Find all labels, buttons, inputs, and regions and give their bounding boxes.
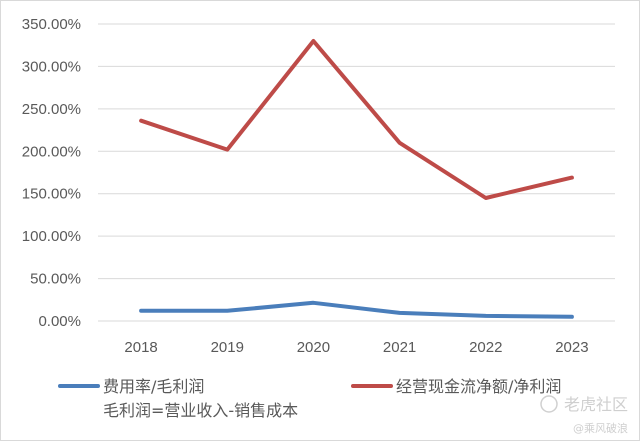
x-tick-label: 2022 [469,339,502,356]
tiger-logo-icon [540,395,558,413]
x-tick-label: 2021 [383,339,416,356]
y-tick-label: 200.00% [22,143,81,160]
watermark-handle: @乘风破浪 [573,421,628,435]
y-tick-label: 0.00% [38,313,81,330]
series-lines [139,39,574,319]
x-axis-ticks: 2018 2019 2020 2021 2022 2023 [124,339,588,356]
gridlines [98,23,615,322]
y-axis-ticks: 0.00% 50.00% 100.00% 150.00% 200.00% 250.00% 3… [22,16,81,330]
watermark: 老虎社区 @乘风破浪 [540,395,628,435]
y-tick-label: 100.00% [22,228,81,245]
annotation-gross-profit-definition: 毛利润=营业收入-销售成本 [103,401,298,420]
x-tick-label: 2023 [555,339,588,356]
y-tick-label: 150.00% [22,186,81,203]
x-tick-label: 2019 [211,339,244,356]
series-line-0 [139,300,574,319]
legend: 费用率/毛利润 经营现金流净额/净利润 毛利润=营业收入-销售成本 [58,377,561,420]
y-tick-label: 50.00% [30,271,81,288]
y-tick-label: 350.00% [22,16,81,33]
legend-label-expense-ratio: 费用率/毛利润 [103,377,204,396]
y-tick-label: 300.00% [22,58,81,75]
series-line-1 [139,39,574,200]
y-tick-label: 250.00% [22,101,81,118]
x-tick-label: 2020 [297,339,330,356]
legend-label-cashflow-ratio: 经营现金流净额/净利润 [396,377,561,396]
watermark-brand: 老虎社区 [564,395,628,414]
x-tick-label: 2018 [124,339,157,356]
